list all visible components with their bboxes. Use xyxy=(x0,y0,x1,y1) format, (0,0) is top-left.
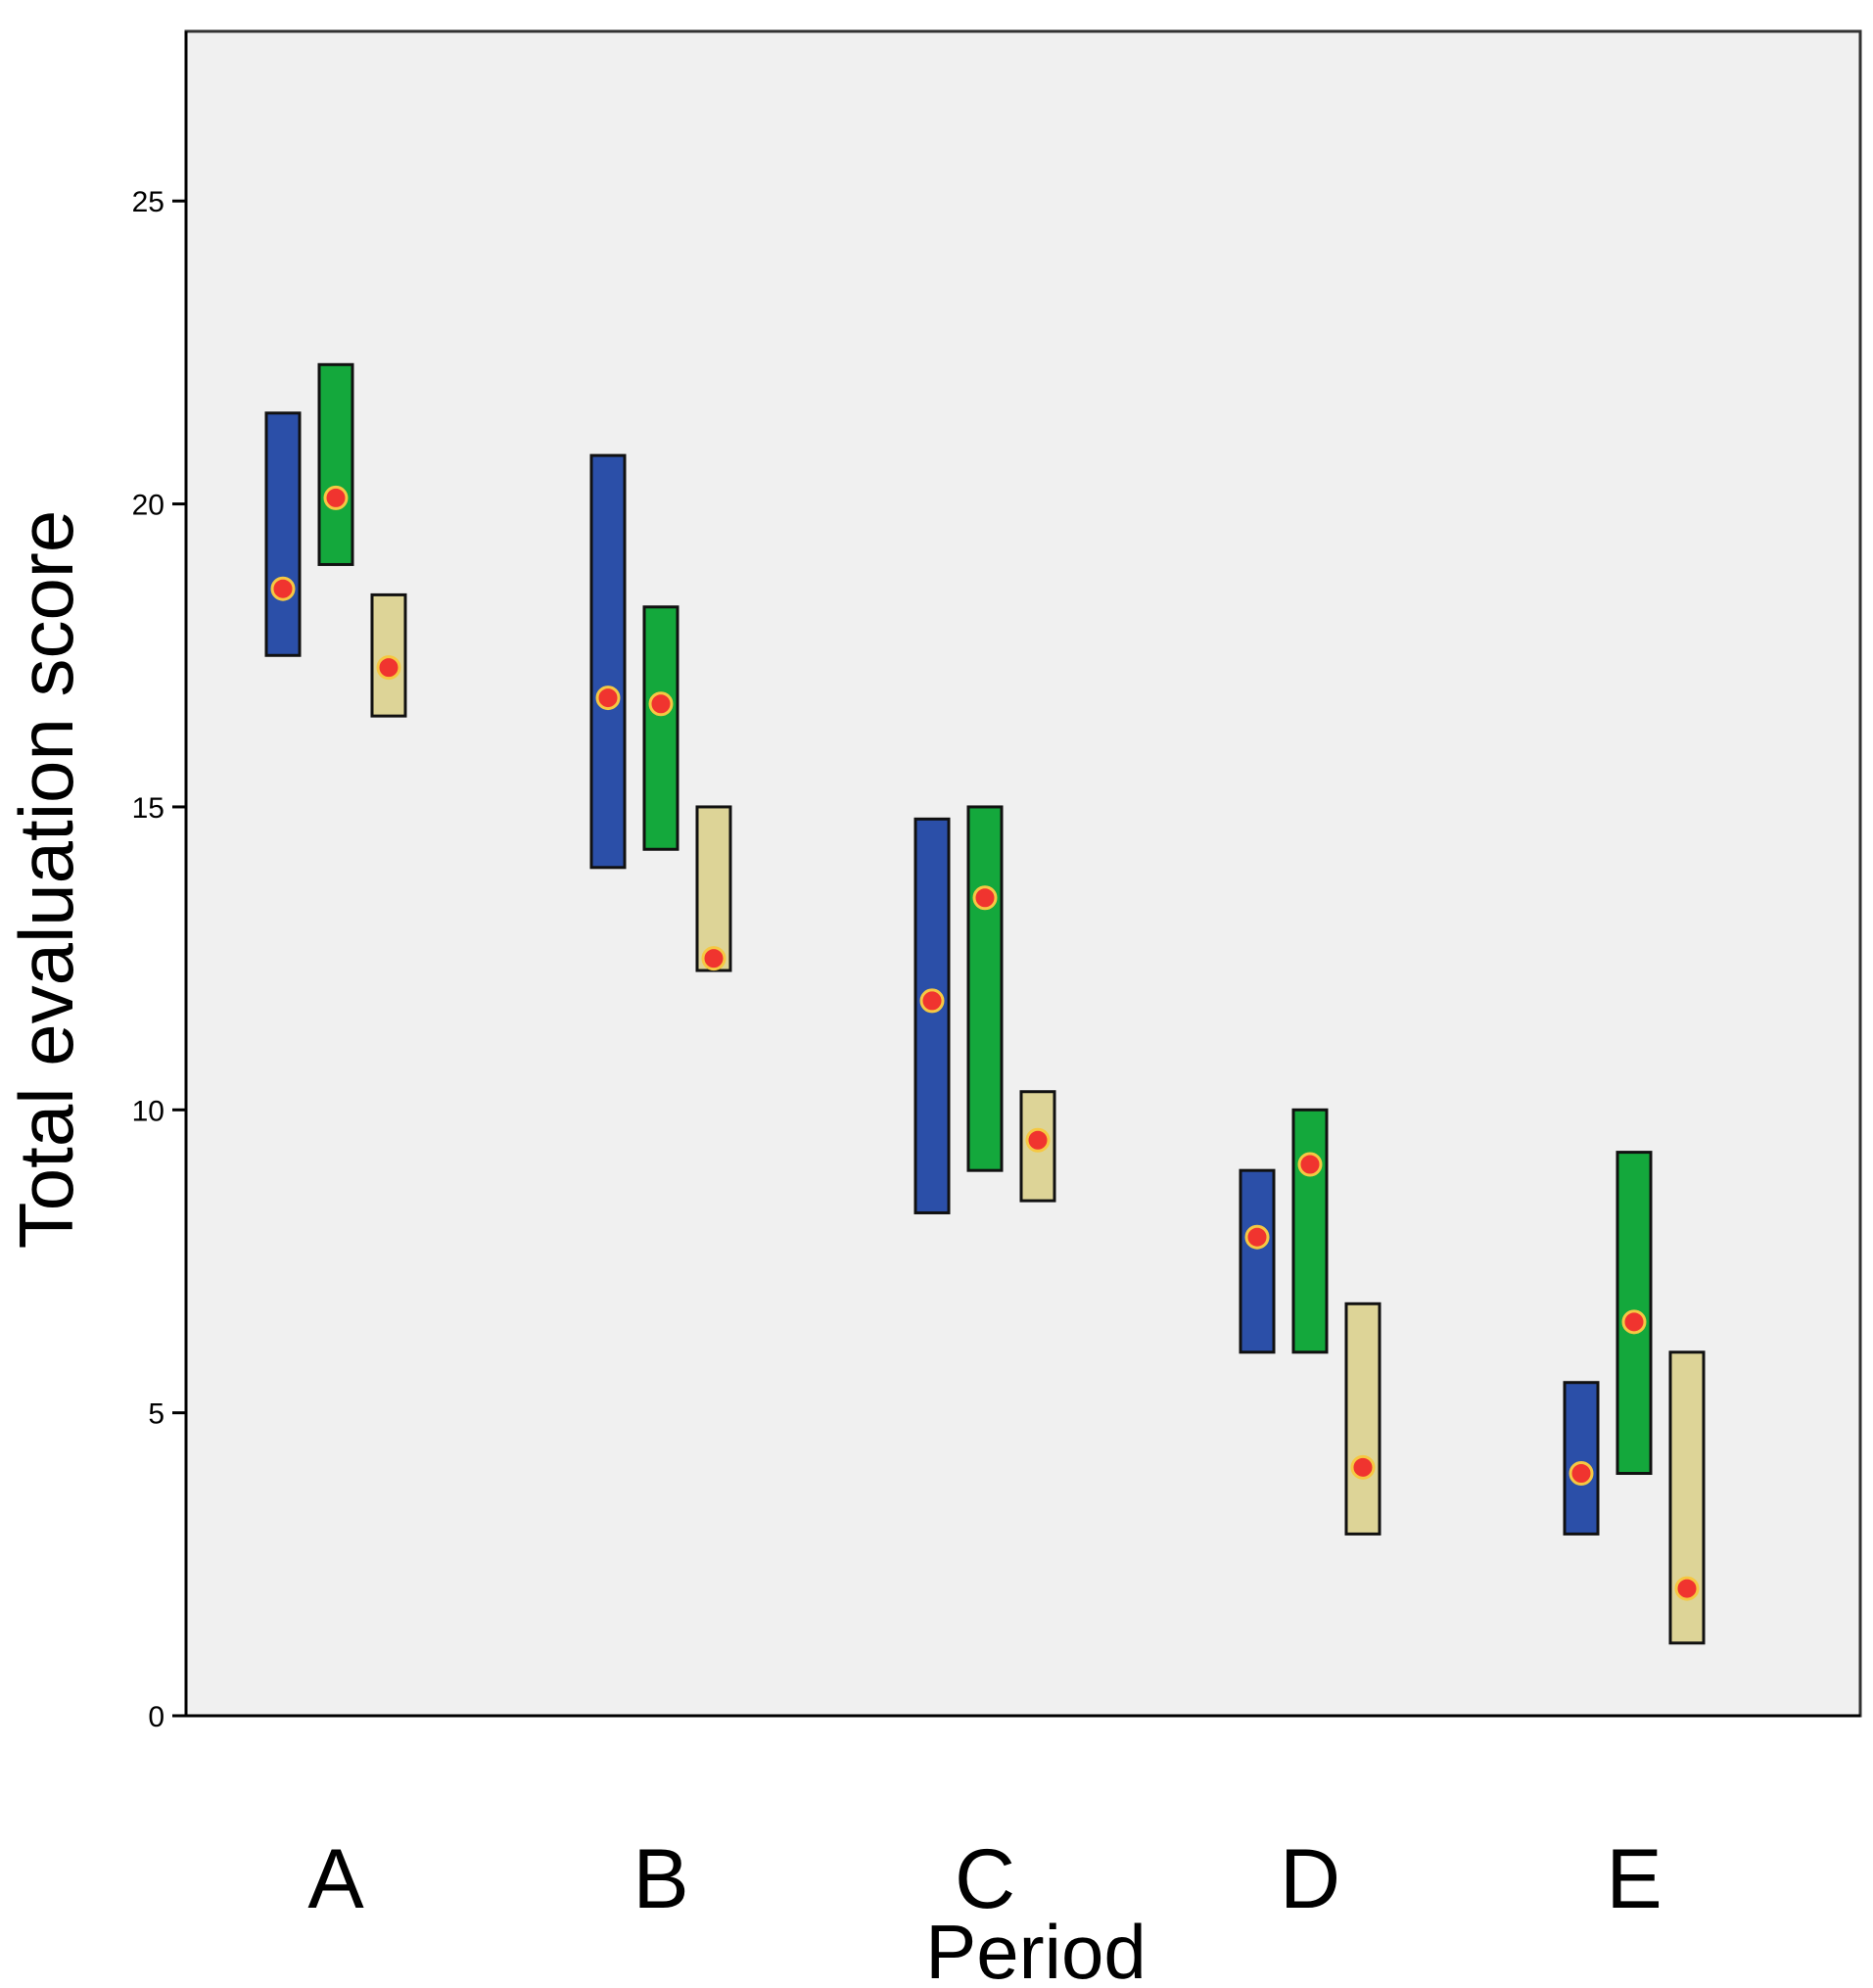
y-tick-label: 10 xyxy=(132,1095,164,1127)
x-tick-label: C xyxy=(955,1832,1015,1926)
range-bar xyxy=(642,605,679,851)
mean-marker xyxy=(919,988,945,1014)
mean-marker xyxy=(1025,1127,1051,1153)
y-tick-label: 25 xyxy=(132,186,164,218)
mean-marker xyxy=(323,485,349,510)
mean-marker xyxy=(1674,1576,1700,1601)
range-bar xyxy=(1563,1381,1600,1536)
range-bar xyxy=(695,805,732,972)
x-tick-label: A xyxy=(307,1832,364,1926)
range-bar xyxy=(1239,1168,1276,1354)
y-tick-label: 20 xyxy=(132,490,164,522)
range-bar xyxy=(966,805,1004,1172)
range-bar xyxy=(1291,1108,1329,1354)
y-tick-label: 15 xyxy=(132,792,164,825)
range-bar xyxy=(317,362,354,566)
x-tick-label: B xyxy=(632,1832,688,1926)
mean-marker xyxy=(270,576,296,601)
chart-marks xyxy=(264,362,1706,1645)
mean-marker xyxy=(701,946,726,971)
mean-marker xyxy=(1569,1461,1594,1487)
y-tick-label: 5 xyxy=(148,1398,164,1431)
mean-marker xyxy=(1244,1224,1270,1250)
mean-marker xyxy=(1297,1152,1323,1177)
y-tick-label: 0 xyxy=(148,1701,164,1733)
mean-marker xyxy=(1621,1309,1647,1335)
y-axis: 0 5 10 15 20 25 xyxy=(132,186,186,1733)
plot-area xyxy=(184,29,1862,1718)
range-bar xyxy=(589,453,627,870)
x-tick-label: D xyxy=(1280,1832,1340,1926)
x-axis-title: Period xyxy=(925,1909,1146,1988)
x-axis: A B C D E xyxy=(307,1832,1662,1926)
mean-marker xyxy=(972,885,998,911)
mean-marker xyxy=(1350,1454,1376,1480)
x-tick-label: E xyxy=(1606,1832,1662,1926)
mean-marker xyxy=(376,655,401,681)
mean-marker xyxy=(648,691,674,717)
range-bar xyxy=(1344,1302,1381,1536)
range-bar xyxy=(913,817,951,1214)
y-axis-title: Total evaluation score xyxy=(3,510,89,1249)
range-bar xyxy=(264,411,302,657)
mean-marker xyxy=(595,686,621,711)
